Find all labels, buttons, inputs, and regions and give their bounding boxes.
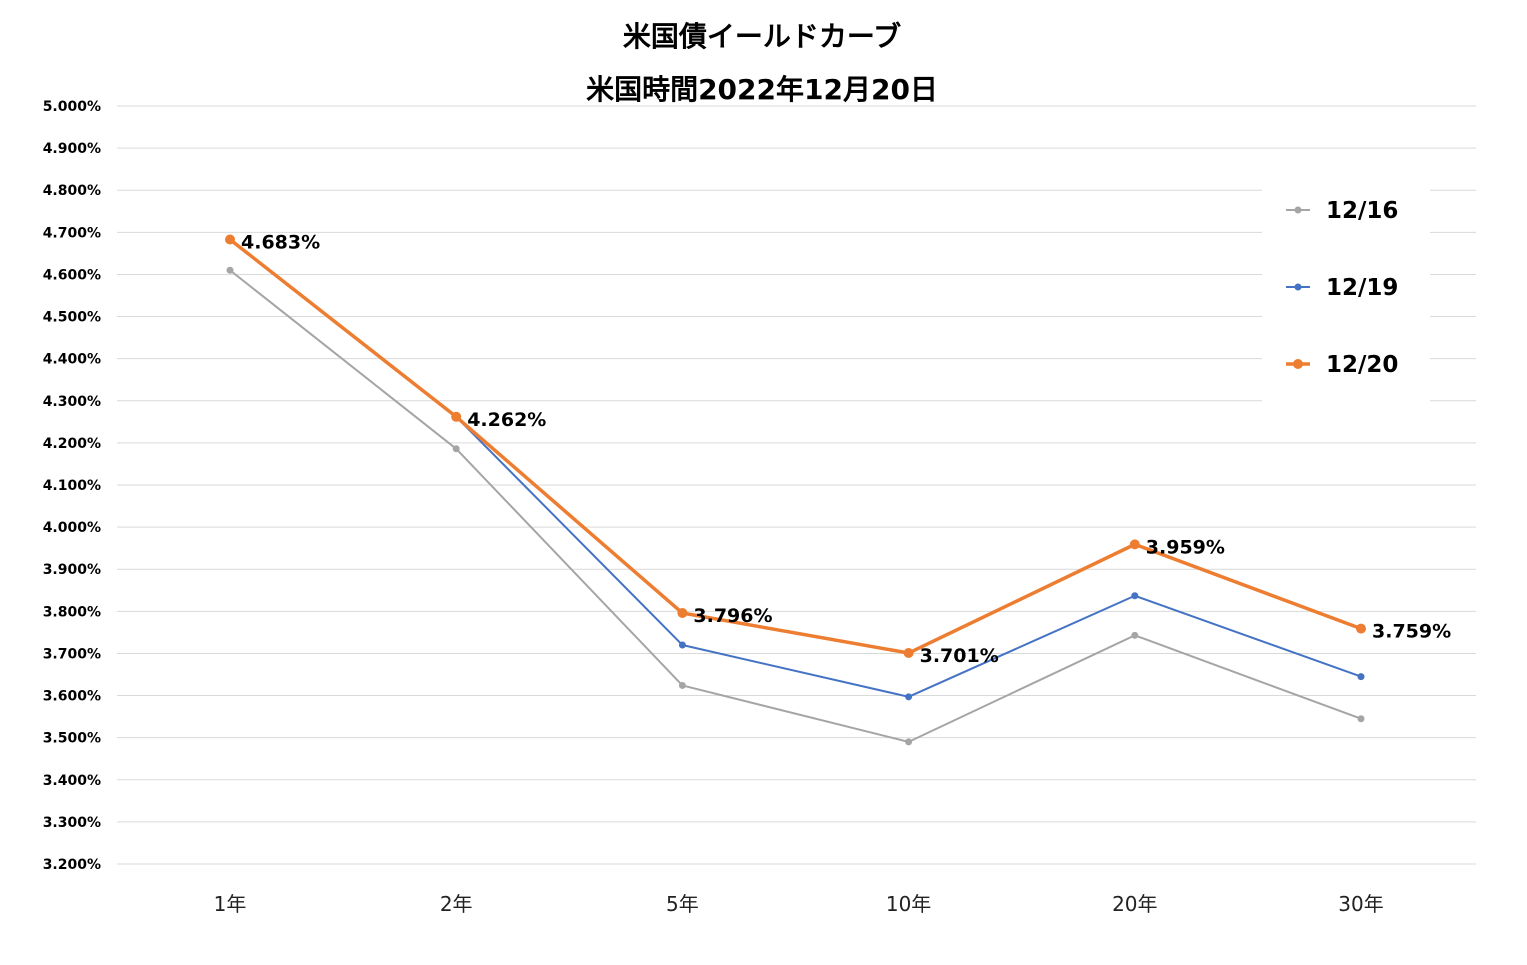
legend-label: 12/19 [1326, 275, 1398, 301]
y-tick-label: 3.300% [43, 815, 101, 831]
data-point [1357, 715, 1365, 723]
data-point [678, 641, 686, 649]
y-axis-ticks: 3.200% 3.300% 3.400% 3.500% 3.600% 3.700% 3.80… [43, 99, 101, 873]
y-tick-label: 4.600% [43, 267, 101, 283]
y-tick-label: 4.800% [43, 183, 101, 199]
y-tick-label: 3.600% [43, 689, 101, 705]
y-tick-label: 4.400% [43, 352, 101, 368]
y-tick-label: 4.900% [43, 141, 101, 157]
y-tick-label: 5.000% [43, 99, 101, 115]
data-point [1131, 592, 1139, 600]
data-point [677, 608, 688, 619]
data-point [903, 648, 914, 659]
data-label: 4.262% [467, 409, 546, 431]
x-axis-ticks: 1年 2年 5年 10年 20年 30年 [214, 892, 1384, 916]
data-label: 3.796% [693, 605, 772, 627]
data-point [451, 411, 462, 422]
series-line-0 [229, 269, 1362, 743]
y-tick-label: 4.200% [43, 436, 101, 452]
y-tick-label: 3.900% [43, 562, 101, 578]
y-tick-label: 3.400% [43, 773, 101, 789]
legend-label: 12/16 [1326, 198, 1398, 224]
legend-marker [1294, 206, 1302, 214]
legend: 12/16 12/19 12/20 [1262, 178, 1430, 406]
legend-label: 12/20 [1326, 352, 1398, 378]
x-tick-label: 20年 [1112, 892, 1157, 916]
series-line-2 [228, 238, 1362, 655]
data-point [1357, 673, 1365, 681]
data-point [226, 266, 234, 274]
legend-background [1262, 178, 1430, 406]
gridlines [117, 105, 1476, 865]
data-point [905, 738, 913, 746]
series-lines [225, 234, 1366, 746]
y-tick-label: 4.700% [43, 225, 101, 241]
y-tick-label: 4.100% [43, 478, 101, 494]
legend-marker [1293, 359, 1303, 369]
y-tick-label: 4.300% [43, 394, 101, 410]
chart-title: 米国債イールドカーブ [623, 20, 901, 53]
data-label: 3.701% [920, 645, 999, 667]
y-tick-label: 4.000% [43, 520, 101, 536]
series-line-1 [229, 238, 1362, 698]
data-label: 3.759% [1372, 621, 1451, 643]
y-tick-label: 3.200% [43, 857, 101, 873]
y-tick-label: 3.800% [43, 604, 101, 620]
data-labels: 4.683% 4.262% 3.796% 3.701% 3.959% 3.759% [241, 231, 1451, 667]
x-tick-label: 2年 [440, 892, 473, 916]
data-point [1356, 623, 1366, 634]
legend-marker [1294, 283, 1302, 291]
chart-subtitle: 米国時間2022年12月20日 [586, 73, 938, 106]
data-point [452, 445, 460, 453]
data-label: 3.959% [1146, 536, 1225, 558]
data-point [1131, 631, 1139, 639]
data-label: 4.683% [241, 231, 320, 253]
y-tick-label: 3.500% [43, 731, 101, 747]
x-tick-label: 5年 [666, 892, 699, 916]
data-point [225, 234, 235, 245]
x-tick-label: 10年 [886, 892, 931, 916]
y-tick-label: 4.500% [43, 310, 101, 326]
data-point [1129, 539, 1140, 550]
y-tick-label: 3.700% [43, 646, 101, 662]
x-tick-label: 1年 [214, 892, 247, 916]
data-point [678, 681, 686, 689]
x-tick-label: 30年 [1338, 892, 1383, 916]
data-point [905, 693, 913, 701]
